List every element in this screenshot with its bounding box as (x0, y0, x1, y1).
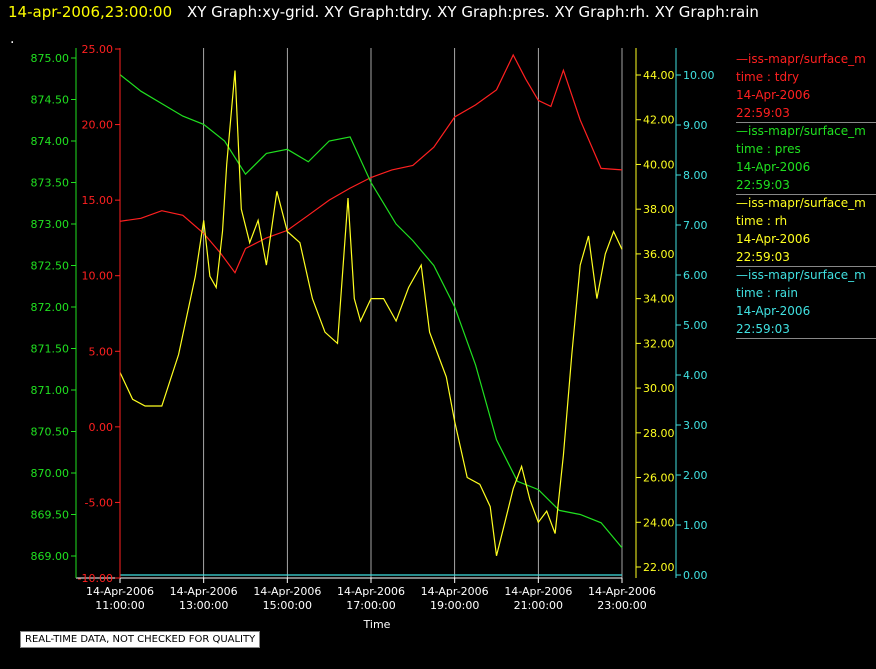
rain-tick-label: 1.00 (683, 519, 708, 532)
x-tick-label-time: 19:00:00 (430, 599, 479, 612)
x-axis-title: Time (363, 618, 391, 631)
x-tick-label-time: 11:00:00 (95, 599, 144, 612)
header-bar: 14-apr-2006,23:00:00 XY Graph:xy-grid. X… (8, 3, 759, 21)
rain-tick-label: 7.00 (683, 219, 708, 232)
pres-tick-label: 873.00 (31, 218, 70, 231)
x-tick-label-date: 14-Apr-2006 (421, 585, 489, 598)
rh-tick-label: 36.00 (643, 248, 675, 261)
tdry-tick-label: 0.00 (89, 421, 114, 434)
timestamp: 14-apr-2006,23:00:00 (8, 3, 173, 21)
tdry-series-line (119, 53, 623, 274)
xy-chart[interactable]: 14-Apr-200611:00:0014-Apr-200613:00:0014… (0, 0, 735, 640)
x-tick-label-date: 14-Apr-2006 (86, 585, 154, 598)
legend-source: —iss-mapr/surface_m (736, 268, 866, 282)
pres-tick-label: 873.50 (31, 177, 70, 190)
x-tick-label-time: 23:00:00 (597, 599, 646, 612)
marker-dot: . (10, 31, 15, 47)
graph-titles: XY Graph:xy-grid. XY Graph:tdry. XY Grap… (186, 3, 759, 21)
pres-tick-label: 874.00 (31, 135, 70, 148)
legend-line2: 14-Apr-2006 (736, 232, 811, 246)
rh-series-line (119, 70, 623, 556)
legend-source: —iss-mapr/surface_m (736, 196, 866, 210)
rh-tick-label: 32.00 (643, 337, 675, 350)
rain-tick-label: 10.00 (683, 69, 715, 82)
rh-tick-label: 42.00 (643, 114, 675, 127)
x-tick-label-date: 14-Apr-2006 (588, 585, 656, 598)
pres-tick-label: 871.50 (31, 343, 70, 356)
legend-line1: time : rh (736, 214, 788, 228)
x-tick-label-time: 15:00:00 (263, 599, 312, 612)
rh-tick-label: 44.00 (643, 69, 675, 82)
pres-tick-label: 869.00 (31, 550, 70, 563)
x-tick-label-date: 14-Apr-2006 (337, 585, 405, 598)
legend-line3: 22:59:03 (736, 320, 876, 339)
x-tick-label-date: 14-Apr-2006 (170, 585, 238, 598)
pres-tick-label: 870.00 (31, 467, 70, 480)
legend-line3: 22:59:03 (736, 176, 876, 195)
x-tick-label-time: 17:00:00 (346, 599, 395, 612)
rain-tick-label: 8.00 (683, 169, 708, 182)
legend-line3: 22:59:03 (736, 104, 876, 123)
rh-tick-label: 40.00 (643, 158, 675, 171)
pres-tick-label: 870.50 (31, 426, 70, 439)
pres-series-line (119, 74, 623, 549)
rh-tick-label: 34.00 (643, 293, 675, 306)
rh-tick-label: 28.00 (643, 427, 675, 440)
rain-tick-label: 3.00 (683, 419, 708, 432)
tdry-tick-label: 10.00 (82, 270, 114, 283)
x-tick-label-date: 14-Apr-2006 (253, 585, 321, 598)
rain-tick-label: 4.00 (683, 369, 708, 382)
tdry-tick-label: 15.00 (82, 194, 114, 207)
legend-line2: 14-Apr-2006 (736, 304, 811, 318)
rh-tick-label: 24.00 (643, 516, 675, 529)
rh-tick-label: 22.00 (643, 561, 675, 574)
legend-line3: 22:59:03 (736, 248, 876, 267)
rh-tick-label: 26.00 (643, 472, 675, 485)
legend-line1: time : tdry (736, 70, 800, 84)
pres-tick-label: 869.50 (31, 509, 70, 522)
rain-tick-label: 5.00 (683, 319, 708, 332)
tdry-tick-label: 25.00 (82, 43, 114, 56)
legend-source: —iss-mapr/surface_m (736, 124, 866, 138)
rh-tick-label: 30.00 (643, 382, 675, 395)
rain-tick-label: 9.00 (683, 119, 708, 132)
pres-tick-label: 872.00 (31, 301, 70, 314)
x-tick-label-date: 14-Apr-2006 (504, 585, 572, 598)
x-tick-label-time: 21:00:00 (514, 599, 563, 612)
tdry-tick-label: -10.00 (78, 572, 113, 585)
legend-source: —iss-mapr/surface_m (736, 52, 866, 66)
rh-tick-label: 38.00 (643, 203, 675, 216)
quality-notice: REAL-TIME DATA, NOT CHECKED FOR QUALITY (20, 631, 261, 648)
pres-tick-label: 872.50 (31, 260, 70, 273)
pres-tick-label: 875.00 (31, 52, 70, 65)
legend-line1: time : pres (736, 142, 801, 156)
rain-tick-label: 0.00 (683, 569, 708, 582)
x-tick-label-time: 13:00:00 (179, 599, 228, 612)
tdry-tick-label: 5.00 (89, 345, 114, 358)
legend-line2: 14-Apr-2006 (736, 88, 811, 102)
legend-line2: 14-Apr-2006 (736, 160, 811, 174)
tdry-tick-label: 20.00 (82, 119, 114, 132)
rain-tick-label: 6.00 (683, 269, 708, 282)
rain-tick-label: 2.00 (683, 469, 708, 482)
pres-tick-label: 874.50 (31, 94, 70, 107)
tdry-tick-label: -5.00 (85, 496, 113, 509)
pres-tick-label: 871.00 (31, 384, 70, 397)
legend-line1: time : rain (736, 286, 799, 300)
